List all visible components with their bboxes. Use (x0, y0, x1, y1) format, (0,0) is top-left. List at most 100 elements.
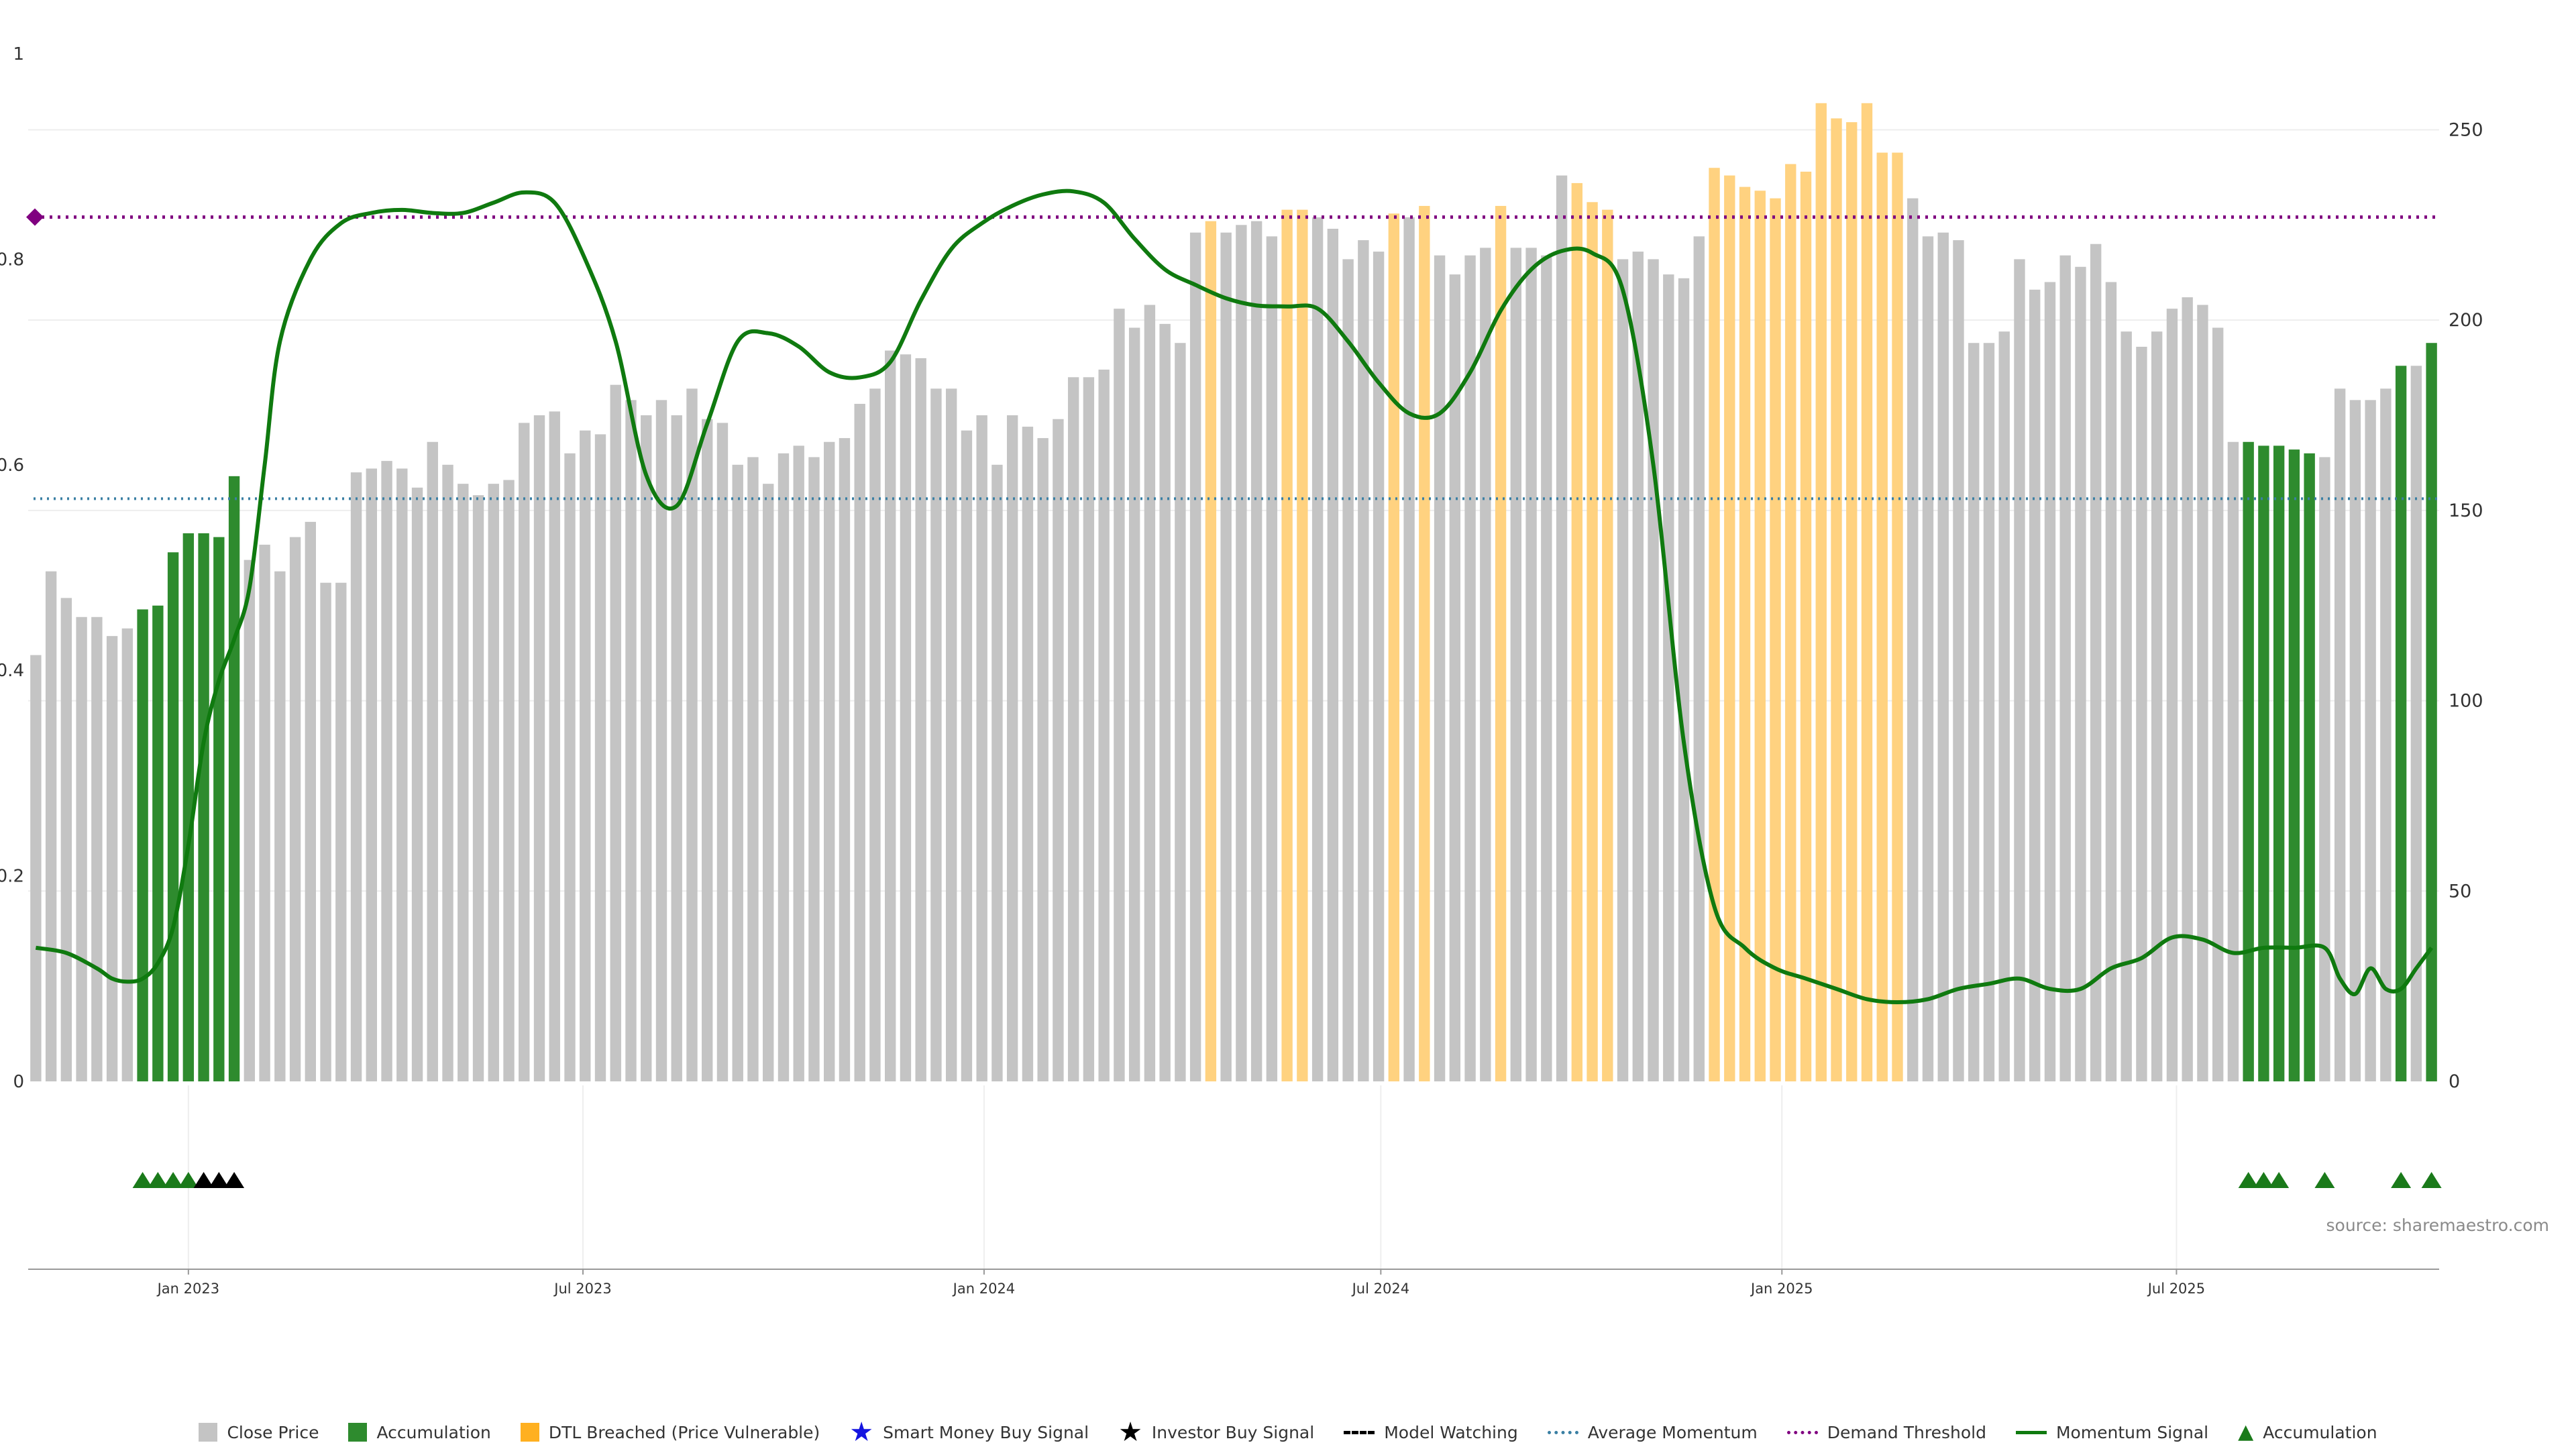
legend-item: Momentum Signal (2015, 1423, 2208, 1442)
price-bar (1602, 209, 1613, 1082)
price-bar (1739, 186, 1751, 1082)
legend-item: ▲ Accumulation (2238, 1422, 2377, 1442)
price-bar (732, 464, 743, 1081)
star-icon: ★ (849, 1417, 874, 1448)
price-bar (1006, 415, 1018, 1081)
price-bar (2319, 457, 2330, 1081)
legend-label: Accumulation (376, 1422, 491, 1442)
price-bar (1114, 309, 1125, 1081)
right-tick-label: 150 (2449, 500, 2483, 521)
price-bar (1632, 252, 1644, 1081)
price-bar (1098, 369, 1110, 1081)
price-bar (396, 468, 408, 1081)
legend-label: Close Price (227, 1422, 319, 1442)
price-bar (594, 434, 606, 1081)
price-bar (1541, 255, 1552, 1081)
price-bar (915, 358, 926, 1081)
price-bar (320, 582, 331, 1081)
price-bar (2212, 327, 2224, 1081)
price-bar (381, 461, 392, 1081)
price-bar (2197, 305, 2208, 1081)
price-bar (1297, 209, 1308, 1082)
accumulation-marker (2314, 1172, 2335, 1188)
price-bar (1495, 205, 1507, 1082)
legend-item: Demand Threshold (1786, 1423, 1986, 1442)
legend-item: DTL Breached (Price Vulnerable) (520, 1422, 820, 1442)
price-bar (2273, 445, 2285, 1081)
right-tick-label: 200 (2449, 310, 2483, 331)
price-bar (610, 384, 621, 1081)
star-icon: ★ (1118, 1417, 1142, 1448)
price-bar (60, 598, 72, 1081)
price-bar (1815, 103, 1827, 1082)
investor-buy-marker (193, 1172, 214, 1188)
price-bar (228, 476, 240, 1081)
price-bar (2304, 453, 2315, 1081)
legend-item: Close Price (199, 1423, 319, 1442)
accumulation-marker (2269, 1172, 2290, 1188)
price-bar (2410, 366, 2422, 1081)
price-bar (1053, 419, 1064, 1081)
legend: Close Price Accumulation DTL Breached (Pri… (0, 1415, 2576, 1449)
price-bar (763, 484, 774, 1081)
price-bar (1709, 168, 1720, 1082)
price-bar (1067, 377, 1079, 1081)
price-bar (2136, 346, 2147, 1081)
left-tick-label: 0.2 (0, 867, 24, 887)
left-tick-label: 0 (13, 1072, 24, 1092)
price-bar (869, 388, 881, 1081)
price-bar (564, 453, 576, 1081)
price-bar (1311, 217, 1324, 1081)
price-bar (2059, 255, 2071, 1081)
price-bar (442, 464, 453, 1081)
price-bar (930, 388, 942, 1081)
price-bar (641, 415, 652, 1081)
accumulation-marker (2238, 1172, 2259, 1188)
price-bar (1678, 278, 1690, 1081)
price-bar (1617, 259, 1629, 1081)
price-bar (274, 571, 286, 1081)
legend-item: Average Momentum (1547, 1423, 1758, 1442)
price-bar (106, 636, 118, 1081)
accumulation-marker (132, 1172, 153, 1188)
x-tick-label: Jul 2025 (2147, 1281, 2205, 1297)
price-bar (1587, 202, 1598, 1082)
price-bar (1998, 331, 2010, 1081)
price-bar (1525, 248, 1537, 1081)
left-tick-label: 0.8 (0, 250, 24, 270)
price-bar (2121, 331, 2132, 1081)
price-bar (2227, 441, 2239, 1081)
price-bar (2090, 244, 2102, 1081)
price-bar (1159, 323, 1171, 1081)
demand-threshold-marker (26, 208, 44, 226)
price-bar (1754, 191, 1766, 1082)
price-bar (427, 441, 438, 1081)
right-tick-label: 250 (2449, 119, 2483, 140)
accumulation-marker (2421, 1172, 2442, 1188)
price-bar (2029, 289, 2041, 1081)
price-bar (1770, 198, 1781, 1082)
price-bar (991, 464, 1003, 1081)
price-bar (2365, 400, 2376, 1081)
price-bar (1480, 248, 1491, 1081)
price-bar (411, 487, 423, 1081)
price-bar (716, 423, 729, 1081)
price-bar (1250, 221, 1263, 1081)
price-bar (2258, 445, 2269, 1081)
price-bar (1937, 232, 1949, 1081)
price-bar (1037, 438, 1049, 1081)
legend-item: ★ Smart Money Buy Signal (849, 1417, 1089, 1448)
investor-buy-marker (224, 1172, 245, 1188)
price-bar (945, 388, 957, 1081)
price-bar (213, 537, 225, 1081)
price-bar (2334, 388, 2346, 1081)
price-bar (1434, 255, 1446, 1081)
price-bar (2243, 441, 2254, 1081)
price-bar (793, 445, 804, 1081)
price-bar (1556, 175, 1568, 1082)
legend-label: DTL Breached (Price Vulnerable) (548, 1422, 820, 1442)
legend-item: Accumulation (348, 1422, 491, 1442)
price-bar (1266, 236, 1278, 1081)
price-bar (900, 354, 912, 1081)
legend-line-icon (1786, 1430, 1818, 1434)
